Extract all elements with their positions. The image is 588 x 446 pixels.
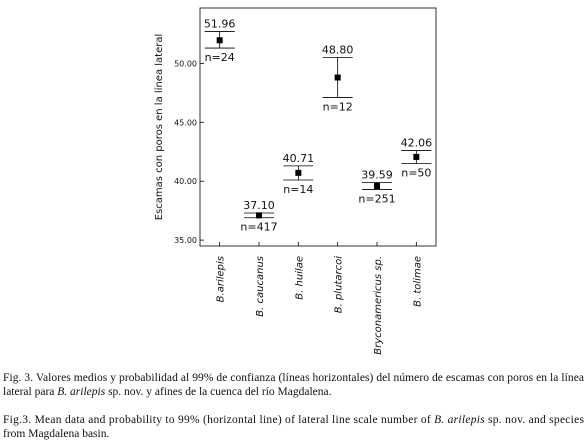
y-tick-label: 40.00 xyxy=(174,177,197,186)
value-label: 39.59 xyxy=(361,168,393,181)
n-label: n=12 xyxy=(323,101,353,114)
mean-marker xyxy=(374,183,380,190)
y-tick-label: 35.00 xyxy=(174,236,197,245)
mean-marker xyxy=(216,37,223,44)
value-label: 40.71 xyxy=(283,152,315,165)
x-tick-label: Bryconamericus sp. xyxy=(373,256,384,355)
n-label: n=24 xyxy=(205,51,235,64)
n-label: n=417 xyxy=(240,221,277,234)
value-label: 48.80 xyxy=(322,43,354,56)
y-tick-label: 45.00 xyxy=(174,118,197,127)
caption-es-line: Fig. 3. Valores medios y probabilidad al… xyxy=(3,372,584,384)
plot-frame xyxy=(199,7,437,247)
mean-marker xyxy=(413,153,420,160)
value-label: 42.06 xyxy=(401,137,433,150)
caption-en: Fig.3. Mean data and probability to 99% … xyxy=(3,414,585,426)
mean-marker xyxy=(256,212,262,219)
x-tick-label: B. tolimae xyxy=(412,256,423,307)
value-label: 37.10 xyxy=(243,199,275,212)
x-tick-label: B.arilepis xyxy=(216,256,227,302)
x-tick-label: B. caucanus xyxy=(255,256,266,317)
x-tick-label: B. huilae xyxy=(294,256,305,300)
caption-es: lateral para B. arilepis sp. nov. y afin… xyxy=(3,386,332,398)
x-tick-label: B. plutarcoi xyxy=(334,256,345,313)
n-label: n=251 xyxy=(358,192,395,205)
y-axis-label: Escamas con poros en la línea lateral xyxy=(153,34,165,221)
y-tick-label: 50.00 xyxy=(174,59,197,68)
value-label: 51.96 xyxy=(204,18,236,31)
n-label: n=14 xyxy=(283,183,313,196)
caption-en-line: from Magdalena basin. xyxy=(3,428,109,440)
n-label: n=50 xyxy=(401,167,431,180)
mean-marker xyxy=(334,74,341,81)
mean-marker xyxy=(295,169,302,176)
